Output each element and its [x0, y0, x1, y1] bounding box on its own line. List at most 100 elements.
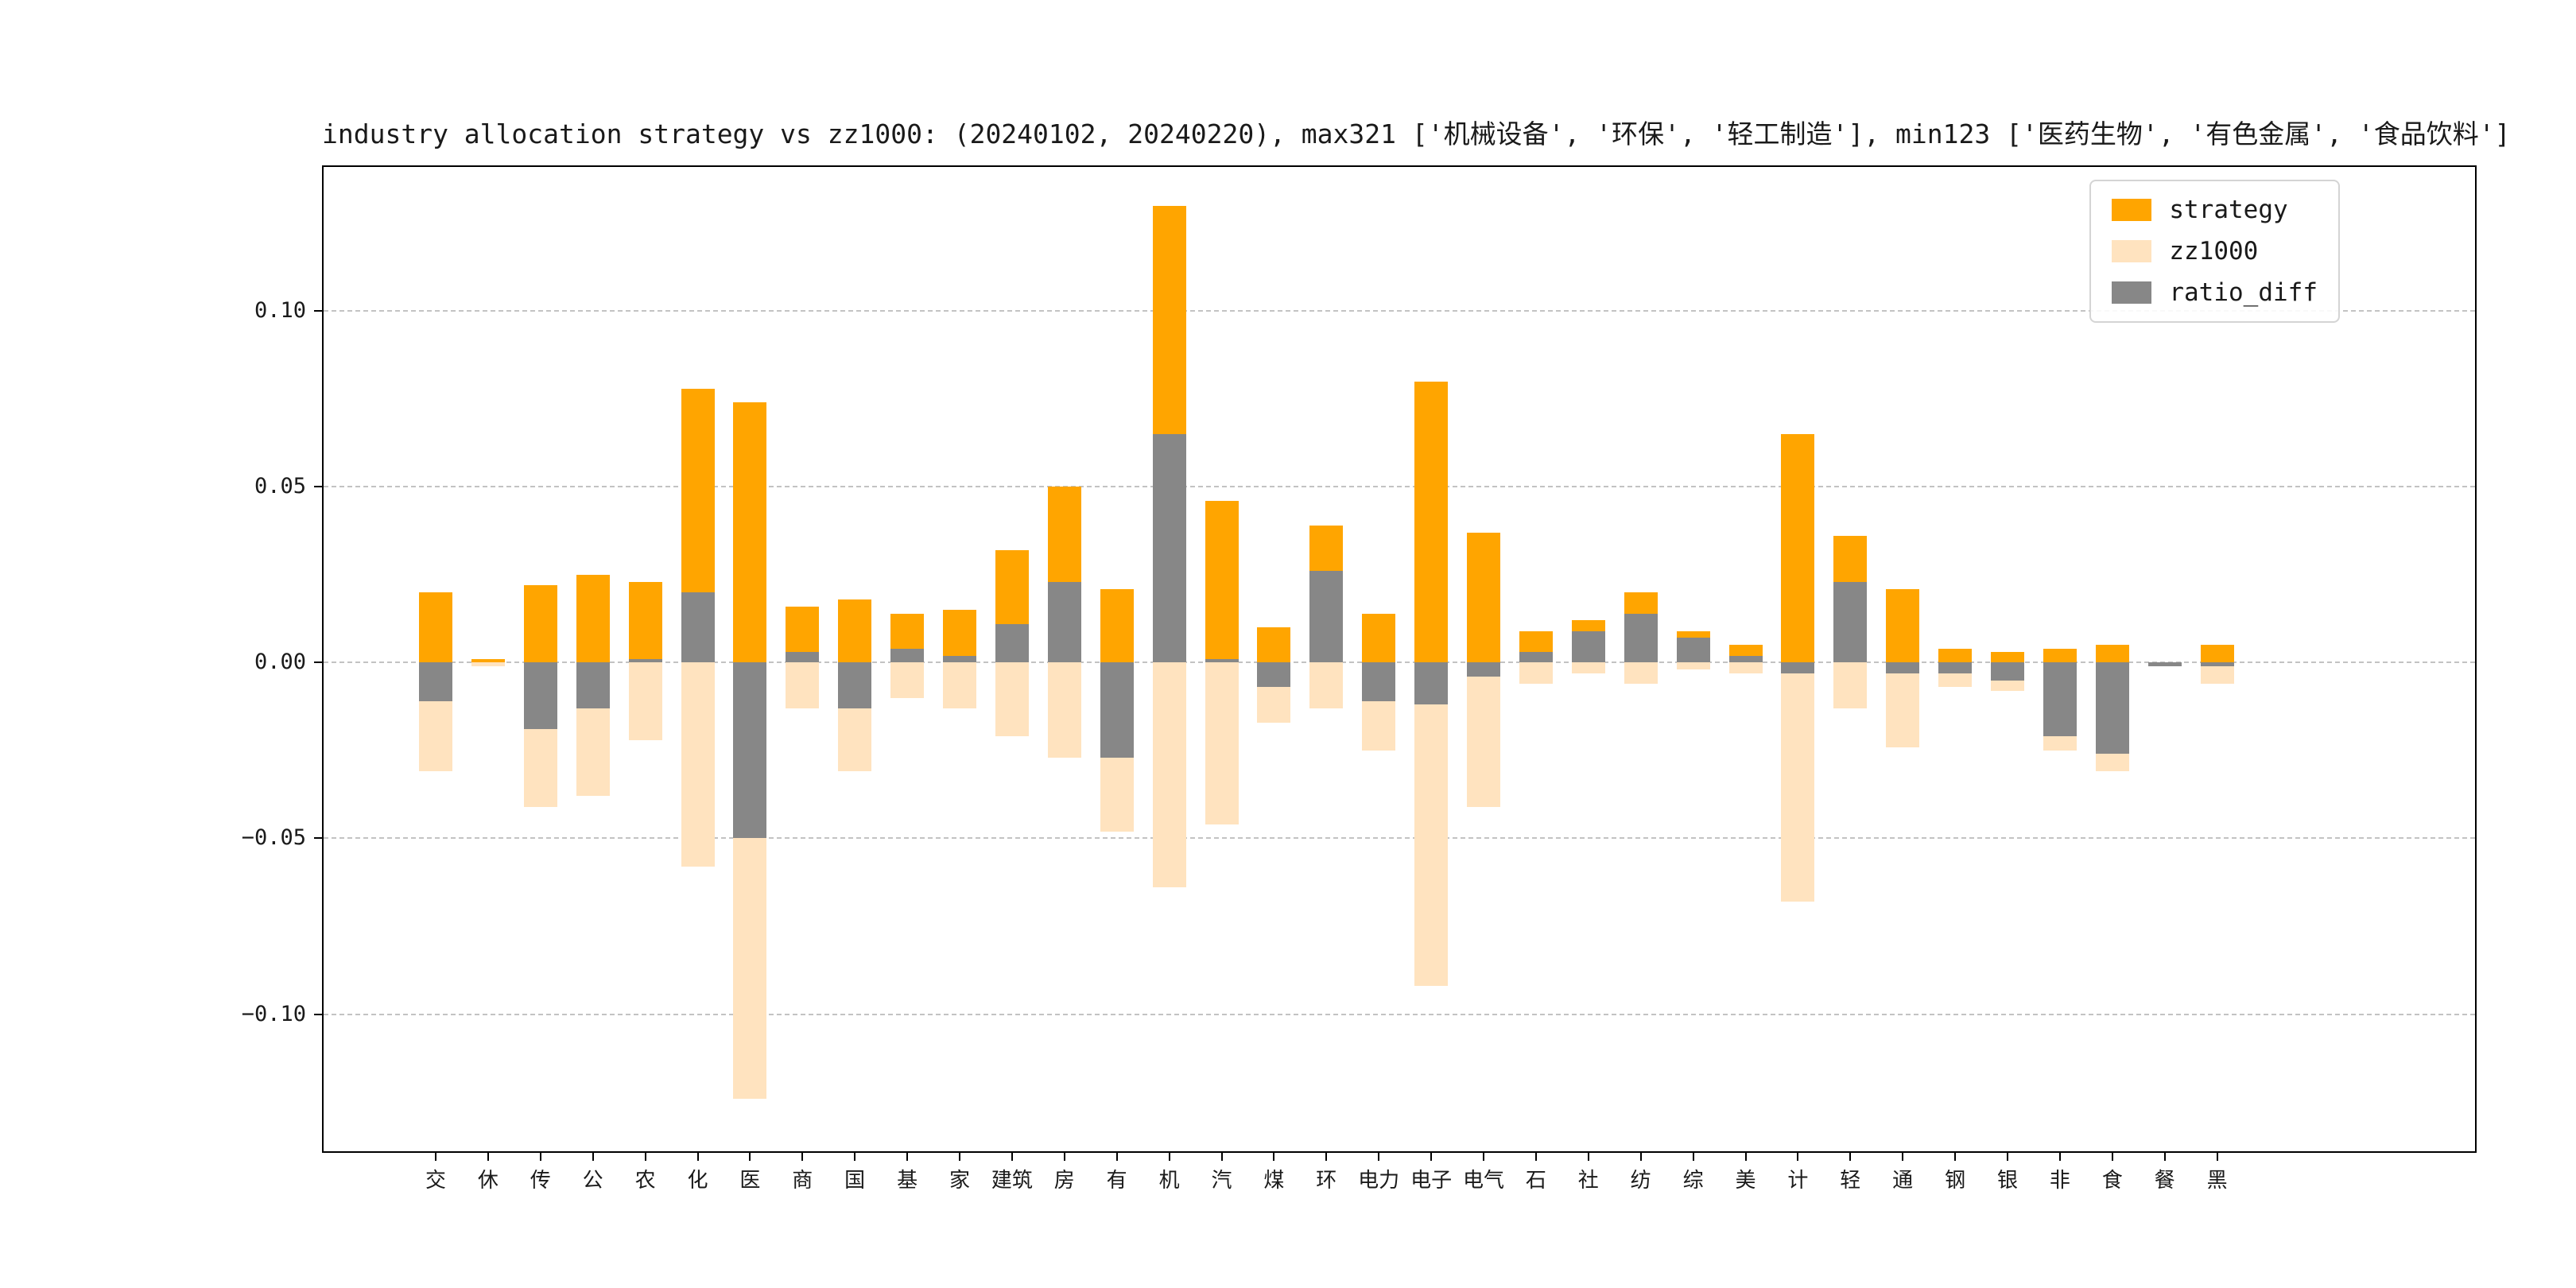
bar-strategy [1938, 648, 1973, 663]
x-tick-mark [592, 1151, 594, 1161]
bars-layer [324, 167, 2475, 1151]
x-tick-mark [1744, 1151, 1747, 1161]
bar-zz1000 [943, 662, 976, 708]
x-tick-mark [2111, 1151, 2113, 1161]
bar-ratio_diff [576, 662, 610, 708]
x-tick-label: 纺 [1630, 1169, 1651, 1193]
x-tick-mark [2007, 1151, 2008, 1161]
gridline-layer [324, 167, 2475, 1151]
bar-zz1000 [1571, 662, 1605, 673]
y-tick-label: 0.00 [254, 650, 306, 675]
bar-ratio_diff [1100, 662, 1134, 758]
x-tick-label: 电子 [1410, 1169, 1453, 1193]
bar-strategy [943, 610, 976, 663]
x-tick-label: 非 [2049, 1169, 2070, 1193]
y-tick-mark [314, 661, 324, 664]
bar-zz1000 [1624, 662, 1658, 684]
bar-ratio_diff [1676, 638, 1710, 663]
bar-strategy [2043, 648, 2077, 663]
x-tick-mark [1220, 1151, 1223, 1161]
y-tick-mark [314, 837, 324, 840]
bar-strategy [523, 585, 557, 663]
bar-strategy [419, 592, 452, 663]
x-tick-mark [1849, 1151, 1852, 1161]
x-tick-label: 医 [739, 1169, 761, 1193]
x-tick-label: 餐 [2154, 1169, 2175, 1193]
bar-ratio_diff [1362, 662, 1396, 702]
bar-ratio_diff [2043, 662, 2077, 737]
x-tick-mark [1587, 1151, 1589, 1161]
gridline [324, 310, 2475, 312]
y-tick-label: 0.10 [254, 298, 306, 324]
bar-ratio_diff [1414, 662, 1449, 705]
x-tick-mark [435, 1151, 436, 1161]
x-tick-mark [1325, 1151, 1328, 1161]
bar-ratio_diff [1624, 613, 1658, 663]
x-tick-label: 国 [844, 1169, 866, 1193]
bar-zz1000 [1309, 662, 1344, 708]
bar-zz1000 [1728, 662, 1763, 673]
x-tick-label: 煤 [1263, 1169, 1285, 1193]
y-tick-label: −0.10 [241, 1001, 306, 1026]
chart-title: industry allocation strategy vs zz1000: … [322, 118, 2511, 149]
bar-zz1000 [1205, 662, 1239, 824]
x-tick-label: 环 [1316, 1169, 1337, 1193]
bar-ratio_diff [1205, 659, 1239, 663]
x-tick-mark [1063, 1151, 1065, 1161]
x-tick-mark [2163, 1151, 2166, 1161]
x-tick-mark [1902, 1151, 1904, 1161]
bar-strategy [471, 659, 505, 663]
bar-ratio_diff [1886, 662, 1920, 673]
bar-ratio_diff [890, 648, 925, 663]
x-tick-label: 机 [1158, 1169, 1180, 1193]
x-tick-mark [1378, 1151, 1380, 1161]
x-tick-mark [487, 1151, 489, 1161]
bar-ratio_diff [733, 662, 767, 839]
x-tick-label: 传 [530, 1169, 551, 1193]
legend-label-zz1000: zz1000 [2169, 237, 2259, 266]
bar-strategy [1205, 501, 1239, 663]
bar-zz1000 [1519, 662, 1553, 684]
bar-strategy [576, 574, 610, 663]
gridline [324, 661, 2475, 664]
bar-zz1000 [1152, 662, 1186, 888]
bar-ratio_diff [2095, 662, 2129, 755]
bar-ratio_diff [1309, 571, 1344, 663]
x-tick-mark [1011, 1151, 1013, 1161]
bar-strategy [1414, 381, 1449, 663]
x-tick-mark [2058, 1151, 2061, 1161]
bar-strategy [733, 402, 767, 663]
x-tick-mark [906, 1151, 909, 1161]
x-tick-label: 银 [1996, 1169, 2018, 1193]
x-tick-label: 有 [1106, 1169, 1127, 1193]
legend-label-ratio_diff: ratio_diff [2169, 278, 2318, 307]
bar-ratio_diff [1571, 630, 1605, 663]
bar-ratio_diff [1257, 662, 1291, 688]
x-tick-mark [1430, 1151, 1433, 1161]
x-tick-mark [644, 1151, 646, 1161]
x-tick-label: 房 [1053, 1169, 1075, 1193]
x-tick-mark [1639, 1151, 1642, 1161]
bar-zz1000 [1781, 662, 1815, 902]
bar-ratio_diff [786, 652, 820, 663]
x-tick-label: 美 [1735, 1169, 1756, 1193]
x-tick-label: 社 [1577, 1169, 1599, 1193]
x-tick-label: 石 [1525, 1169, 1546, 1193]
bar-strategy [2200, 645, 2234, 663]
x-tick-label: 电力 [1358, 1169, 1400, 1193]
x-tick-mark [1954, 1151, 1957, 1161]
bar-ratio_diff [995, 623, 1029, 663]
bar-zz1000 [890, 662, 925, 698]
x-tick-label: 轻 [1840, 1169, 1861, 1193]
bar-strategy [2095, 645, 2129, 663]
bar-strategy [1991, 652, 2024, 663]
gridline [324, 486, 2475, 488]
bar-ratio_diff [2147, 662, 2182, 666]
x-tick-mark [801, 1151, 804, 1161]
bar-strategy [1886, 588, 1920, 663]
x-tick-mark [959, 1151, 960, 1161]
x-tick-label: 基 [897, 1169, 918, 1193]
y-tick-mark [314, 486, 324, 488]
x-tick-label: 商 [792, 1169, 813, 1193]
